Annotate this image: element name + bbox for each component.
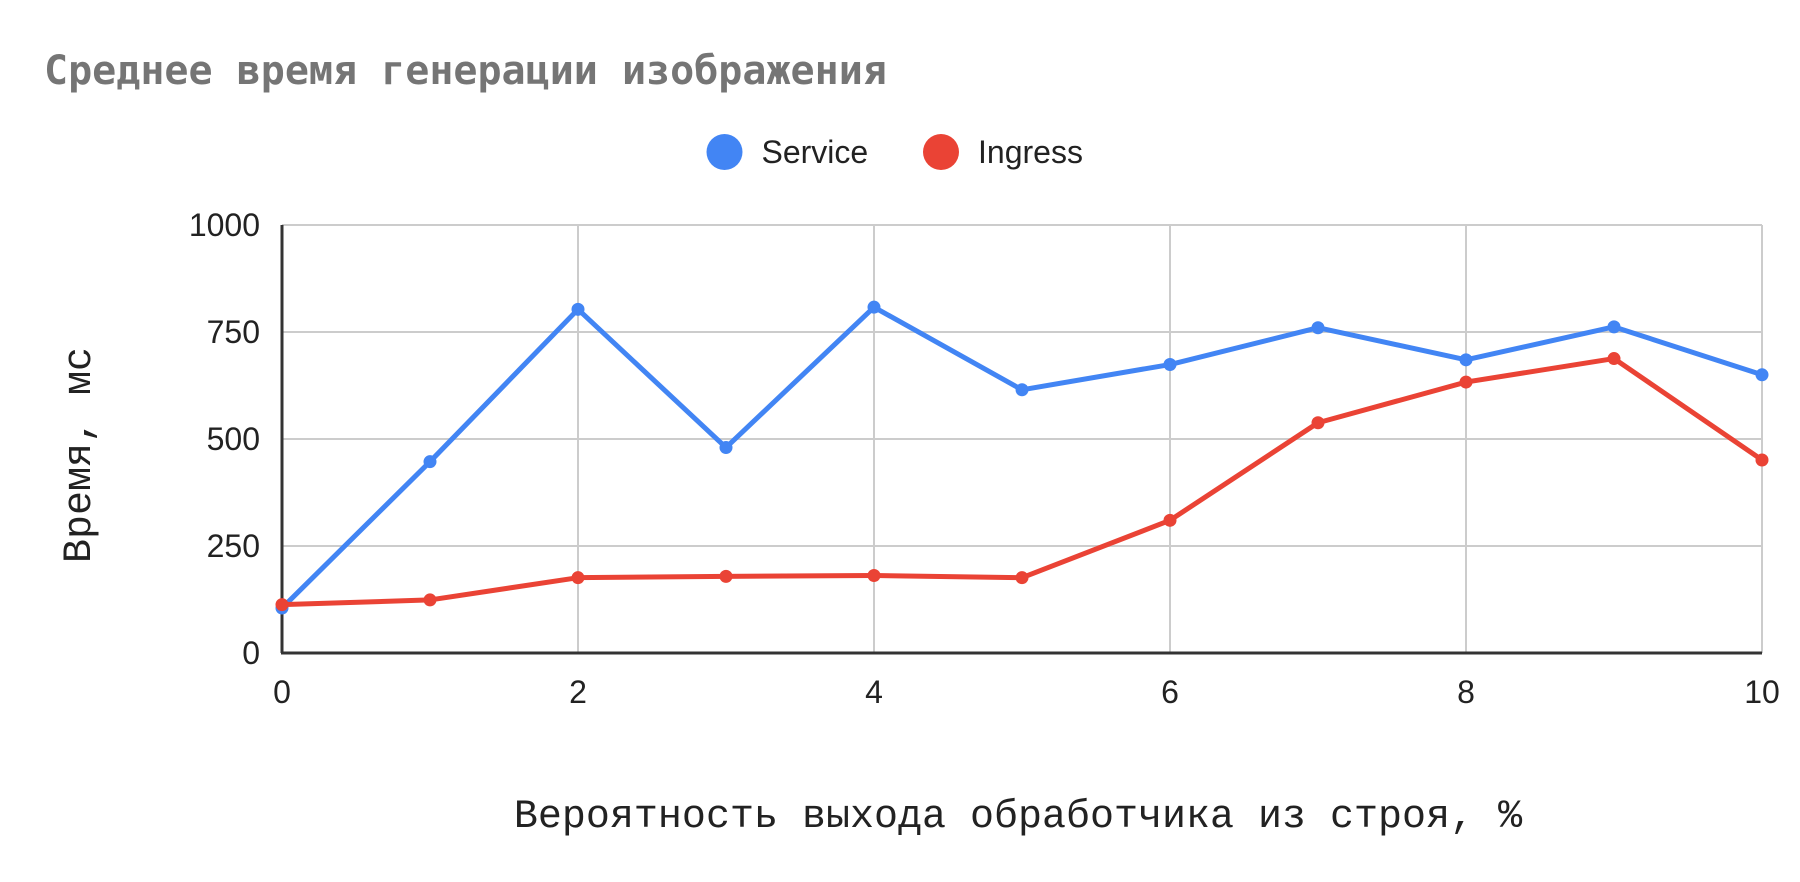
series-ingress [275,352,1769,612]
x-tick-label-8: 8 [1457,674,1475,710]
service-point-1 [423,455,437,469]
service-point-6 [1163,358,1177,372]
x-tick-label-2: 2 [569,674,587,710]
legend-label-service: Service [762,134,869,170]
x-tick-label-0: 0 [273,674,291,710]
ingress-point-7 [1311,416,1325,430]
service-line [279,304,1765,611]
axes [280,225,1762,655]
legend-item-service: Service [706,134,869,170]
x-axis-ticks: 0 2 4 6 8 10 [273,674,1780,710]
ingress-point-6 [1163,513,1177,527]
chart-title: Среднее время генерации изображения [44,48,887,94]
service-point-2 [571,302,585,316]
y-tick-label-750: 750 [207,314,260,350]
legend-label-ingress: Ingress [978,134,1083,170]
y-tick-label-500: 500 [207,421,260,457]
legend-marker-service [706,134,743,170]
ingress-point-1 [423,593,437,607]
series-service [275,300,1769,615]
ingress-point-2 [571,571,585,585]
ingress-point-9 [1607,352,1621,366]
ingress-point-5 [1015,571,1029,585]
legend: Service Ingress [706,134,1083,170]
y-tick-label-250: 250 [207,528,260,564]
y-axis-ticks: 0 250 500 750 1000 [189,207,260,671]
service-point-4 [867,300,881,314]
legend-marker-ingress [923,134,959,170]
x-tick-label-4: 4 [865,674,883,710]
y-tick-label-0: 0 [242,635,260,671]
x-tick-label-10: 10 [1744,674,1780,710]
y-axis-label: Время, мс [58,347,103,563]
service-point-8 [1459,353,1473,367]
ingress-point-10 [1755,453,1769,467]
service-point-3 [719,441,733,455]
service-point-7 [1311,321,1325,335]
ingress-point-0 [275,598,289,612]
ingress-point-4 [867,569,881,583]
x-axis-label: Вероятность выхода обработчика из строя,… [514,795,1523,840]
series-group [275,300,1769,615]
x-tick-label-6: 6 [1161,674,1179,710]
ingress-point-3 [719,569,733,583]
ingress-point-8 [1459,375,1473,389]
service-point-10 [1755,368,1769,382]
y-tick-label-1000: 1000 [189,207,260,243]
service-point-5 [1015,383,1029,397]
service-point-9 [1607,320,1621,334]
legend-item-ingress: Ingress [923,134,1083,170]
